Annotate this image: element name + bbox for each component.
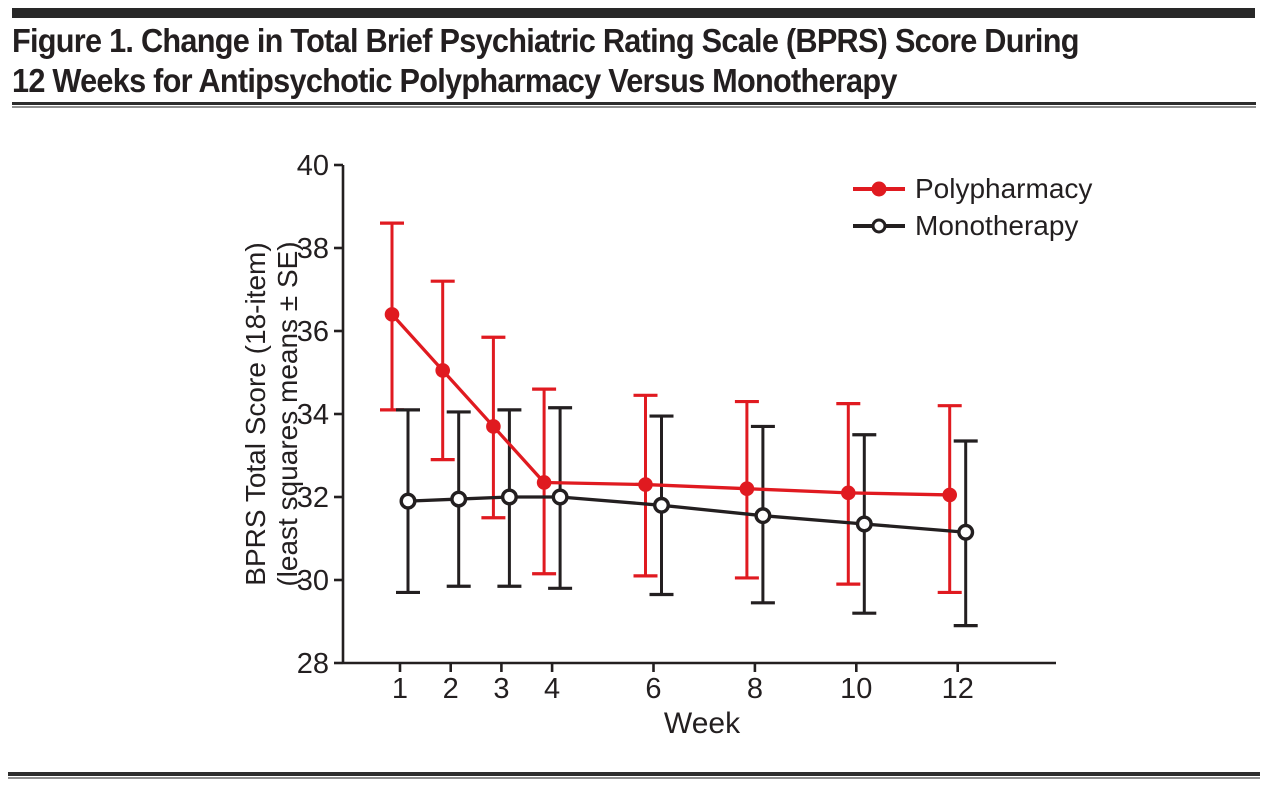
monotherapy-marker-icon	[853, 216, 905, 236]
data-point-marker	[855, 515, 873, 533]
data-point-marker	[435, 363, 451, 378]
title-divider	[12, 102, 1256, 105]
data-point-marker	[384, 307, 400, 322]
data-point-marker	[841, 485, 856, 501]
legend-open-circle-icon	[871, 218, 887, 234]
x-axis-label: Week	[663, 707, 741, 740]
data-point-marker	[942, 487, 957, 503]
x-tick-label: 10	[840, 673, 872, 705]
figure-title-line-1: Figure 1. Change in Total Brief Psychiat…	[12, 22, 1079, 59]
polypharmacy-error-bars	[380, 221, 962, 595]
data-point-marker	[739, 481, 755, 497]
figure-title-line-2: 12 Weeks for Antipsychotic Polypharmacy …	[12, 62, 897, 99]
figure-title: Figure 1. Change in Total Brief Psychiat…	[12, 21, 1079, 101]
x-tick-label: 6	[645, 673, 661, 705]
data-point-marker	[551, 488, 569, 506]
data-point-marker	[500, 488, 518, 506]
data-point-marker	[450, 490, 468, 508]
legend-filled-circle-icon	[871, 181, 887, 197]
monotherapy-series-line	[406, 495, 968, 534]
title-divider-shadow	[12, 106, 1256, 108]
legend-item-monotherapy: Monotherapy	[853, 210, 1092, 241]
data-point-marker	[536, 475, 552, 490]
x-tick-label: 3	[493, 673, 509, 705]
bottom-divider-shadow	[8, 777, 1260, 779]
legend-label-polypharmacy: Polypharmacy	[915, 173, 1093, 204]
monotherapy-markers	[399, 488, 975, 541]
data-point-marker	[638, 477, 653, 492]
data-point-marker	[653, 496, 671, 514]
data-point-marker	[399, 492, 417, 510]
y-tick-label: 36	[297, 316, 329, 348]
y-tick-label: 34	[297, 399, 329, 431]
x-tick-label: 12	[942, 673, 974, 705]
polypharmacy-marker-icon	[853, 179, 905, 199]
data-point-marker	[957, 523, 975, 541]
y-tick-label: 30	[297, 565, 329, 597]
y-tick-label: 32	[297, 482, 329, 514]
y-tick-label: 28	[297, 648, 329, 680]
figure-top-bar	[12, 8, 1255, 18]
data-point-marker	[754, 507, 772, 525]
y-tick-label: 38	[297, 233, 329, 265]
chart-legend: Polypharmacy Monotherapy	[853, 173, 1093, 248]
data-point-marker	[486, 419, 501, 434]
legend-label-monotherapy: Monotherapy	[915, 210, 1079, 241]
x-tick-label: 8	[747, 673, 763, 705]
polypharmacy-markers	[384, 307, 957, 503]
x-tick-label: 2	[443, 673, 459, 705]
y-axis-label: BPRS Total Score (18-item) (least square…	[240, 241, 304, 586]
x-tick-label: 4	[544, 673, 560, 705]
y-axis-label-line-1: BPRS Total Score (18-item)	[240, 242, 271, 586]
polypharmacy-series-line	[390, 312, 952, 497]
x-tick-label: 1	[392, 673, 408, 705]
y-axis-label-line-2: (least squares means ± SE)	[272, 241, 303, 587]
legend-item-polypharmacy: Polypharmacy	[853, 173, 1093, 204]
bottom-divider	[8, 772, 1260, 776]
y-tick-label: 40	[297, 150, 329, 182]
